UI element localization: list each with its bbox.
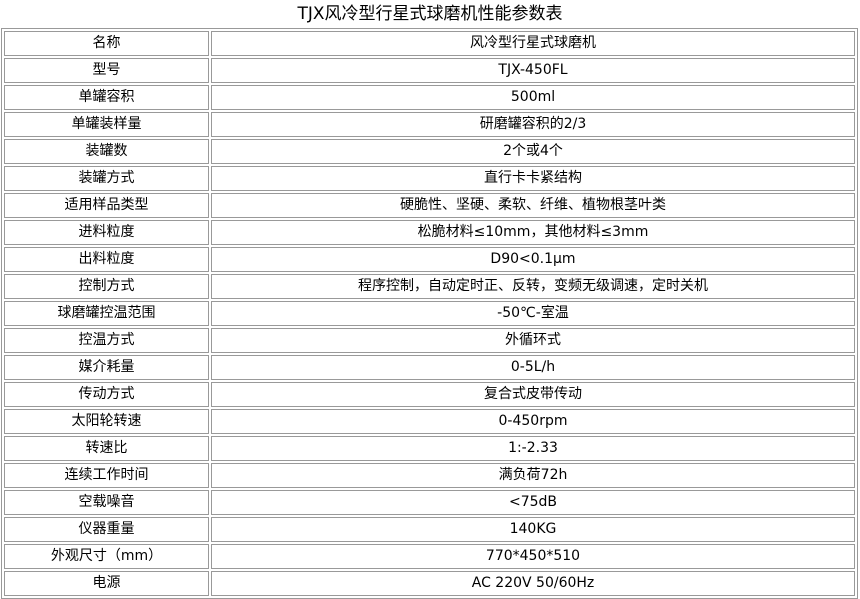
param-value: 程序控制，自动定时正、反转，变频无级调速，定时关机 (211, 274, 855, 299)
param-name: 出料粒度 (4, 247, 209, 272)
table-row: 转速比 1:-2.33 (4, 436, 855, 461)
param-value: 满负荷72h (211, 463, 855, 488)
param-value: -50℃-室温 (211, 301, 855, 326)
table-row: 仪器重量 140KG (4, 517, 855, 542)
table-row: 适用样品类型 硬脆性、坚硬、柔软、纤维、植物根茎叶类 (4, 193, 855, 218)
table-row: 电源 AC 220V 50/60Hz (4, 571, 855, 596)
table-row: 太阳轮转速 0-450rpm (4, 409, 855, 434)
table-row: 出料粒度 D90<0.1μm (4, 247, 855, 272)
table-row: 进料粒度 松脆材料≤10mm，其他材料≤3mm (4, 220, 855, 245)
table-row: 连续工作时间 满负荷72h (4, 463, 855, 488)
param-name: 转速比 (4, 436, 209, 461)
param-value: 松脆材料≤10mm，其他材料≤3mm (211, 220, 855, 245)
param-name: 进料粒度 (4, 220, 209, 245)
param-name: 装罐数 (4, 139, 209, 164)
param-name: 单罐容积 (4, 85, 209, 110)
param-value: 770*450*510 (211, 544, 855, 569)
param-name: 太阳轮转速 (4, 409, 209, 434)
param-name: 控温方式 (4, 328, 209, 353)
param-value: 500ml (211, 85, 855, 110)
param-value: 外循环式 (211, 328, 855, 353)
param-name: 连续工作时间 (4, 463, 209, 488)
param-value: 直行卡卡紧结构 (211, 166, 855, 191)
table-row: 外观尺寸（mm） 770*450*510 (4, 544, 855, 569)
param-name: 名称 (4, 31, 209, 56)
table-row: 单罐装样量 研磨罐容积的2/3 (4, 112, 855, 137)
param-value: 研磨罐容积的2/3 (211, 112, 855, 137)
table-row: 传动方式 复合式皮带传动 (4, 382, 855, 407)
param-name: 型号 (4, 58, 209, 83)
param-name: 外观尺寸（mm） (4, 544, 209, 569)
table-row: 装罐数 2个或4个 (4, 139, 855, 164)
param-value: 0-450rpm (211, 409, 855, 434)
param-value: 1:-2.33 (211, 436, 855, 461)
param-value: 复合式皮带传动 (211, 382, 855, 407)
table-row: 单罐容积 500ml (4, 85, 855, 110)
param-value: TJX-450FL (211, 58, 855, 83)
param-name: 装罐方式 (4, 166, 209, 191)
param-name: 适用样品类型 (4, 193, 209, 218)
param-value: 0-5L/h (211, 355, 855, 380)
table-row: 控制方式 程序控制，自动定时正、反转，变频无级调速，定时关机 (4, 274, 855, 299)
param-value: 硬脆性、坚硬、柔软、纤维、植物根茎叶类 (211, 193, 855, 218)
param-name: 控制方式 (4, 274, 209, 299)
table-row: 名称 风冷型行星式球磨机 (4, 31, 855, 56)
param-name: 单罐装样量 (4, 112, 209, 137)
table-row: 媒介耗量 0-5L/h (4, 355, 855, 380)
param-value: D90<0.1μm (211, 247, 855, 272)
table-row: 型号 TJX-450FL (4, 58, 855, 83)
param-value: 2个或4个 (211, 139, 855, 164)
table-row: 空载噪音 <75dB (4, 490, 855, 515)
param-value: 140KG (211, 517, 855, 542)
param-name: 仪器重量 (4, 517, 209, 542)
param-value: AC 220V 50/60Hz (211, 571, 855, 596)
param-value: 风冷型行星式球磨机 (211, 31, 855, 56)
table-row: 装罐方式 直行卡卡紧结构 (4, 166, 855, 191)
table-body: 名称 风冷型行星式球磨机 型号 TJX-450FL 单罐容积 500ml 单罐装样量 研磨罐容… (4, 31, 855, 596)
param-name: 传动方式 (4, 382, 209, 407)
param-name: 空载噪音 (4, 490, 209, 515)
spec-table: 名称 风冷型行星式球磨机 型号 TJX-450FL 单罐容积 500ml 单罐装样量 研磨罐容… (1, 28, 858, 599)
table-title: TJX风冷型行星式球磨机性能参数表 (297, 4, 563, 24)
param-value: <75dB (211, 490, 855, 515)
param-name: 媒介耗量 (4, 355, 209, 380)
param-name: 球磨罐控温范围 (4, 301, 209, 326)
table-row: 控温方式 外循环式 (4, 328, 855, 353)
param-name: 电源 (4, 571, 209, 596)
table-row: 球磨罐控温范围 -50℃-室温 (4, 301, 855, 326)
